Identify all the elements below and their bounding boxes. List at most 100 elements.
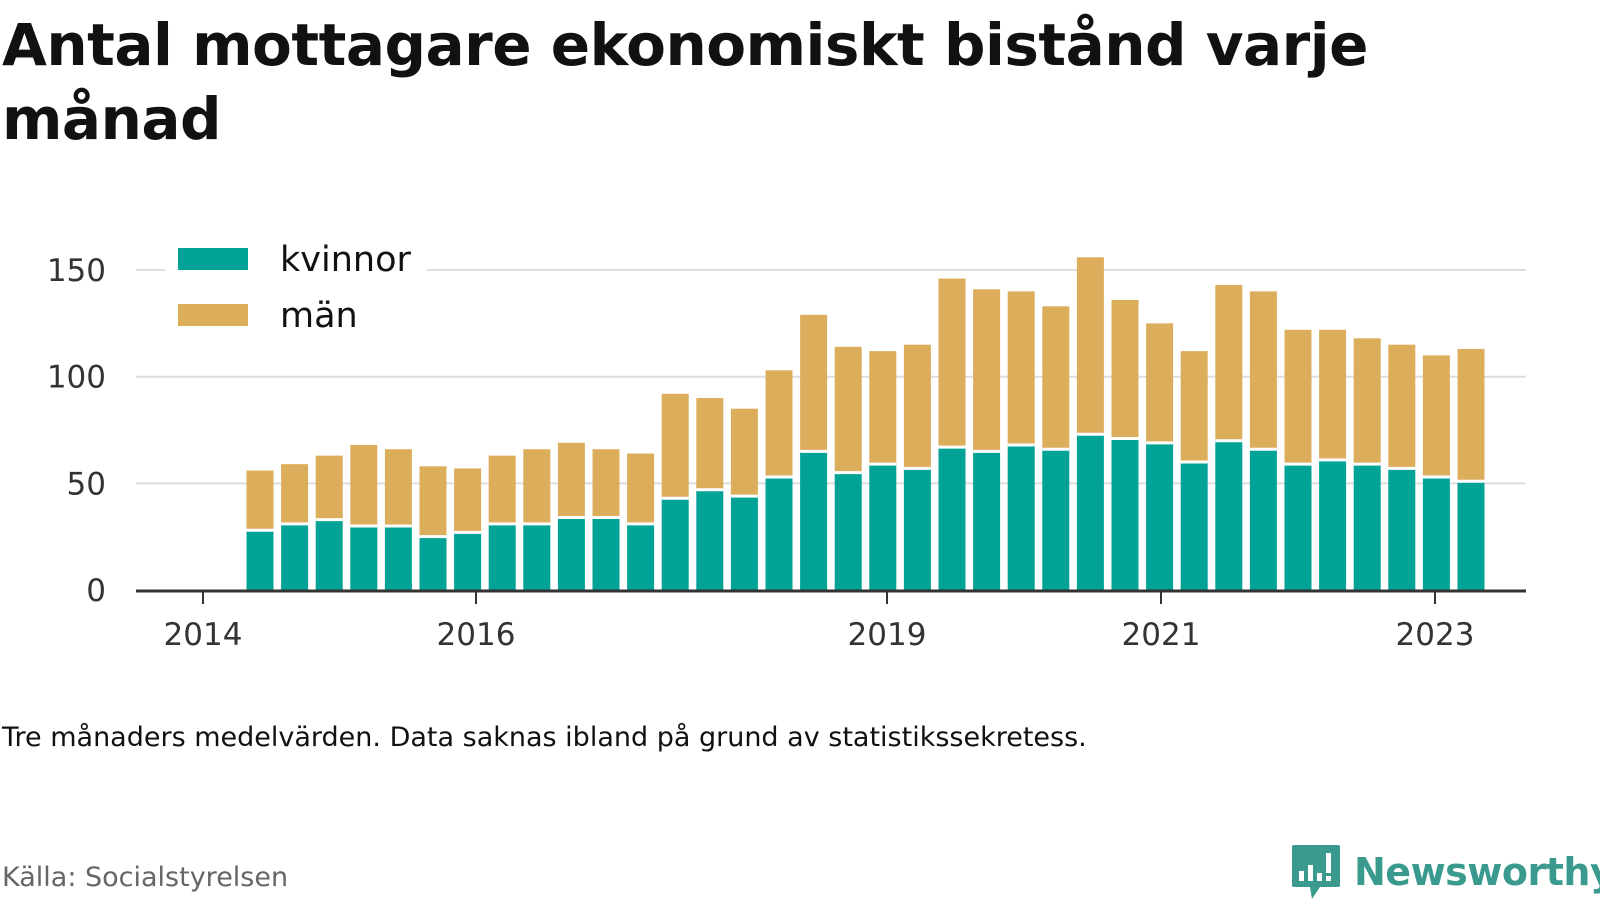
bar-man	[1353, 338, 1381, 465]
bar-man	[1042, 306, 1070, 450]
bar-kvinnor	[315, 519, 343, 590]
bar-group	[1180, 351, 1208, 590]
brand-name: Newsworthy	[1354, 850, 1600, 894]
bar-man	[869, 351, 897, 465]
bar-man	[696, 398, 724, 490]
bar-man	[938, 278, 966, 448]
bar-kvinnor	[1388, 468, 1416, 590]
bar-kvinnor	[869, 464, 897, 590]
bar-man	[1249, 291, 1277, 450]
bar-man	[281, 464, 309, 524]
axes: 0 50 100 150 2014 2016 2019 2021 2023	[47, 253, 1526, 653]
x-tick-label: 2019	[848, 617, 927, 653]
bar-kvinnor	[454, 532, 482, 590]
y-tick-label: 50	[67, 466, 106, 502]
bar-group	[1457, 348, 1485, 590]
bar-group	[903, 344, 931, 590]
bar-group	[246, 470, 274, 590]
bar-group	[488, 455, 516, 590]
bar-group	[1076, 257, 1104, 590]
bar-kvinnor	[1319, 459, 1347, 590]
bars	[246, 257, 1485, 590]
bar-man	[765, 370, 793, 477]
bar-kvinnor	[765, 476, 793, 590]
legend-swatch	[178, 304, 248, 326]
bar-man	[384, 449, 412, 527]
bar-group	[1007, 291, 1035, 590]
bar-man	[1319, 329, 1347, 460]
bar-group	[800, 314, 828, 590]
x-tick-label: 2023	[1396, 617, 1475, 653]
bar-group	[1422, 355, 1450, 590]
bar-group	[730, 408, 758, 590]
bar-man	[1422, 355, 1450, 477]
chart-note: Tre månaders medelvärden. Data saknas ib…	[2, 722, 1087, 753]
bar-kvinnor	[1353, 464, 1381, 590]
bar-group	[419, 466, 447, 590]
bar-kvinnor	[1422, 476, 1450, 590]
bar-group	[627, 453, 655, 590]
bar-group	[661, 393, 689, 590]
bar-group	[765, 370, 793, 590]
bar-group	[1215, 284, 1243, 590]
bar-group	[315, 455, 343, 590]
bar-kvinnor	[592, 517, 620, 590]
bar-man	[557, 442, 585, 518]
bar-kvinnor	[973, 451, 1001, 590]
bar-man	[246, 470, 274, 531]
bar-kvinnor	[1457, 481, 1485, 590]
bar-kvinnor	[800, 451, 828, 590]
bar-kvinnor	[557, 517, 585, 590]
bar-group	[1284, 329, 1312, 590]
bar-man	[800, 314, 828, 452]
bar-man	[488, 455, 516, 524]
bar-man	[1146, 323, 1174, 443]
bar-group	[973, 289, 1001, 590]
bar-group	[384, 449, 412, 590]
legend-label: kvinnor	[280, 240, 411, 280]
y-tick-label: 150	[47, 253, 106, 289]
bar-man	[1007, 291, 1035, 445]
x-tick-label: 2016	[437, 617, 516, 653]
bar-group	[592, 449, 620, 590]
bar-kvinnor	[903, 468, 931, 590]
bar-man	[419, 466, 447, 537]
legend-swatch	[178, 248, 248, 270]
bar-man	[1388, 344, 1416, 469]
bar-group	[1319, 329, 1347, 590]
bar-group	[557, 442, 585, 590]
bar-kvinnor	[246, 530, 274, 590]
newsworthy-bar-chart-icon	[1292, 845, 1340, 899]
bar-man	[627, 453, 655, 524]
bar-group	[869, 351, 897, 590]
bar-group	[1146, 323, 1174, 590]
bar-kvinnor	[1076, 434, 1104, 590]
bar-group	[523, 449, 551, 590]
y-tick-label: 100	[47, 360, 106, 396]
bar-kvinnor	[419, 536, 447, 590]
bar-kvinnor	[1284, 464, 1312, 590]
bar-man	[1457, 348, 1485, 482]
bar-man	[1180, 351, 1208, 463]
bar-group	[454, 468, 482, 590]
x-tick-label: 2021	[1122, 617, 1201, 653]
bar-man	[730, 408, 758, 497]
chart-title: Antal mottagare ekonomiskt bistånd varje…	[2, 11, 1369, 153]
bar-group	[834, 346, 862, 590]
bar-man	[1076, 257, 1104, 435]
bar-man	[592, 449, 620, 518]
bar-kvinnor	[1180, 462, 1208, 590]
bar-man	[315, 455, 343, 520]
bar-group	[350, 444, 378, 590]
source-credit: Källa: Socialstyrelsen	[2, 862, 289, 893]
bar-group	[1111, 299, 1139, 590]
brand-logo: Newsworthy	[1290, 843, 1600, 901]
bar-kvinnor	[696, 489, 724, 590]
bar-man	[350, 444, 378, 527]
bar-kvinnor	[1111, 438, 1139, 590]
bar-man	[661, 393, 689, 499]
bar-man	[1284, 329, 1312, 465]
x-tick-label: 2014	[164, 617, 243, 653]
bar-group	[1249, 291, 1277, 590]
bar-kvinnor	[834, 472, 862, 590]
